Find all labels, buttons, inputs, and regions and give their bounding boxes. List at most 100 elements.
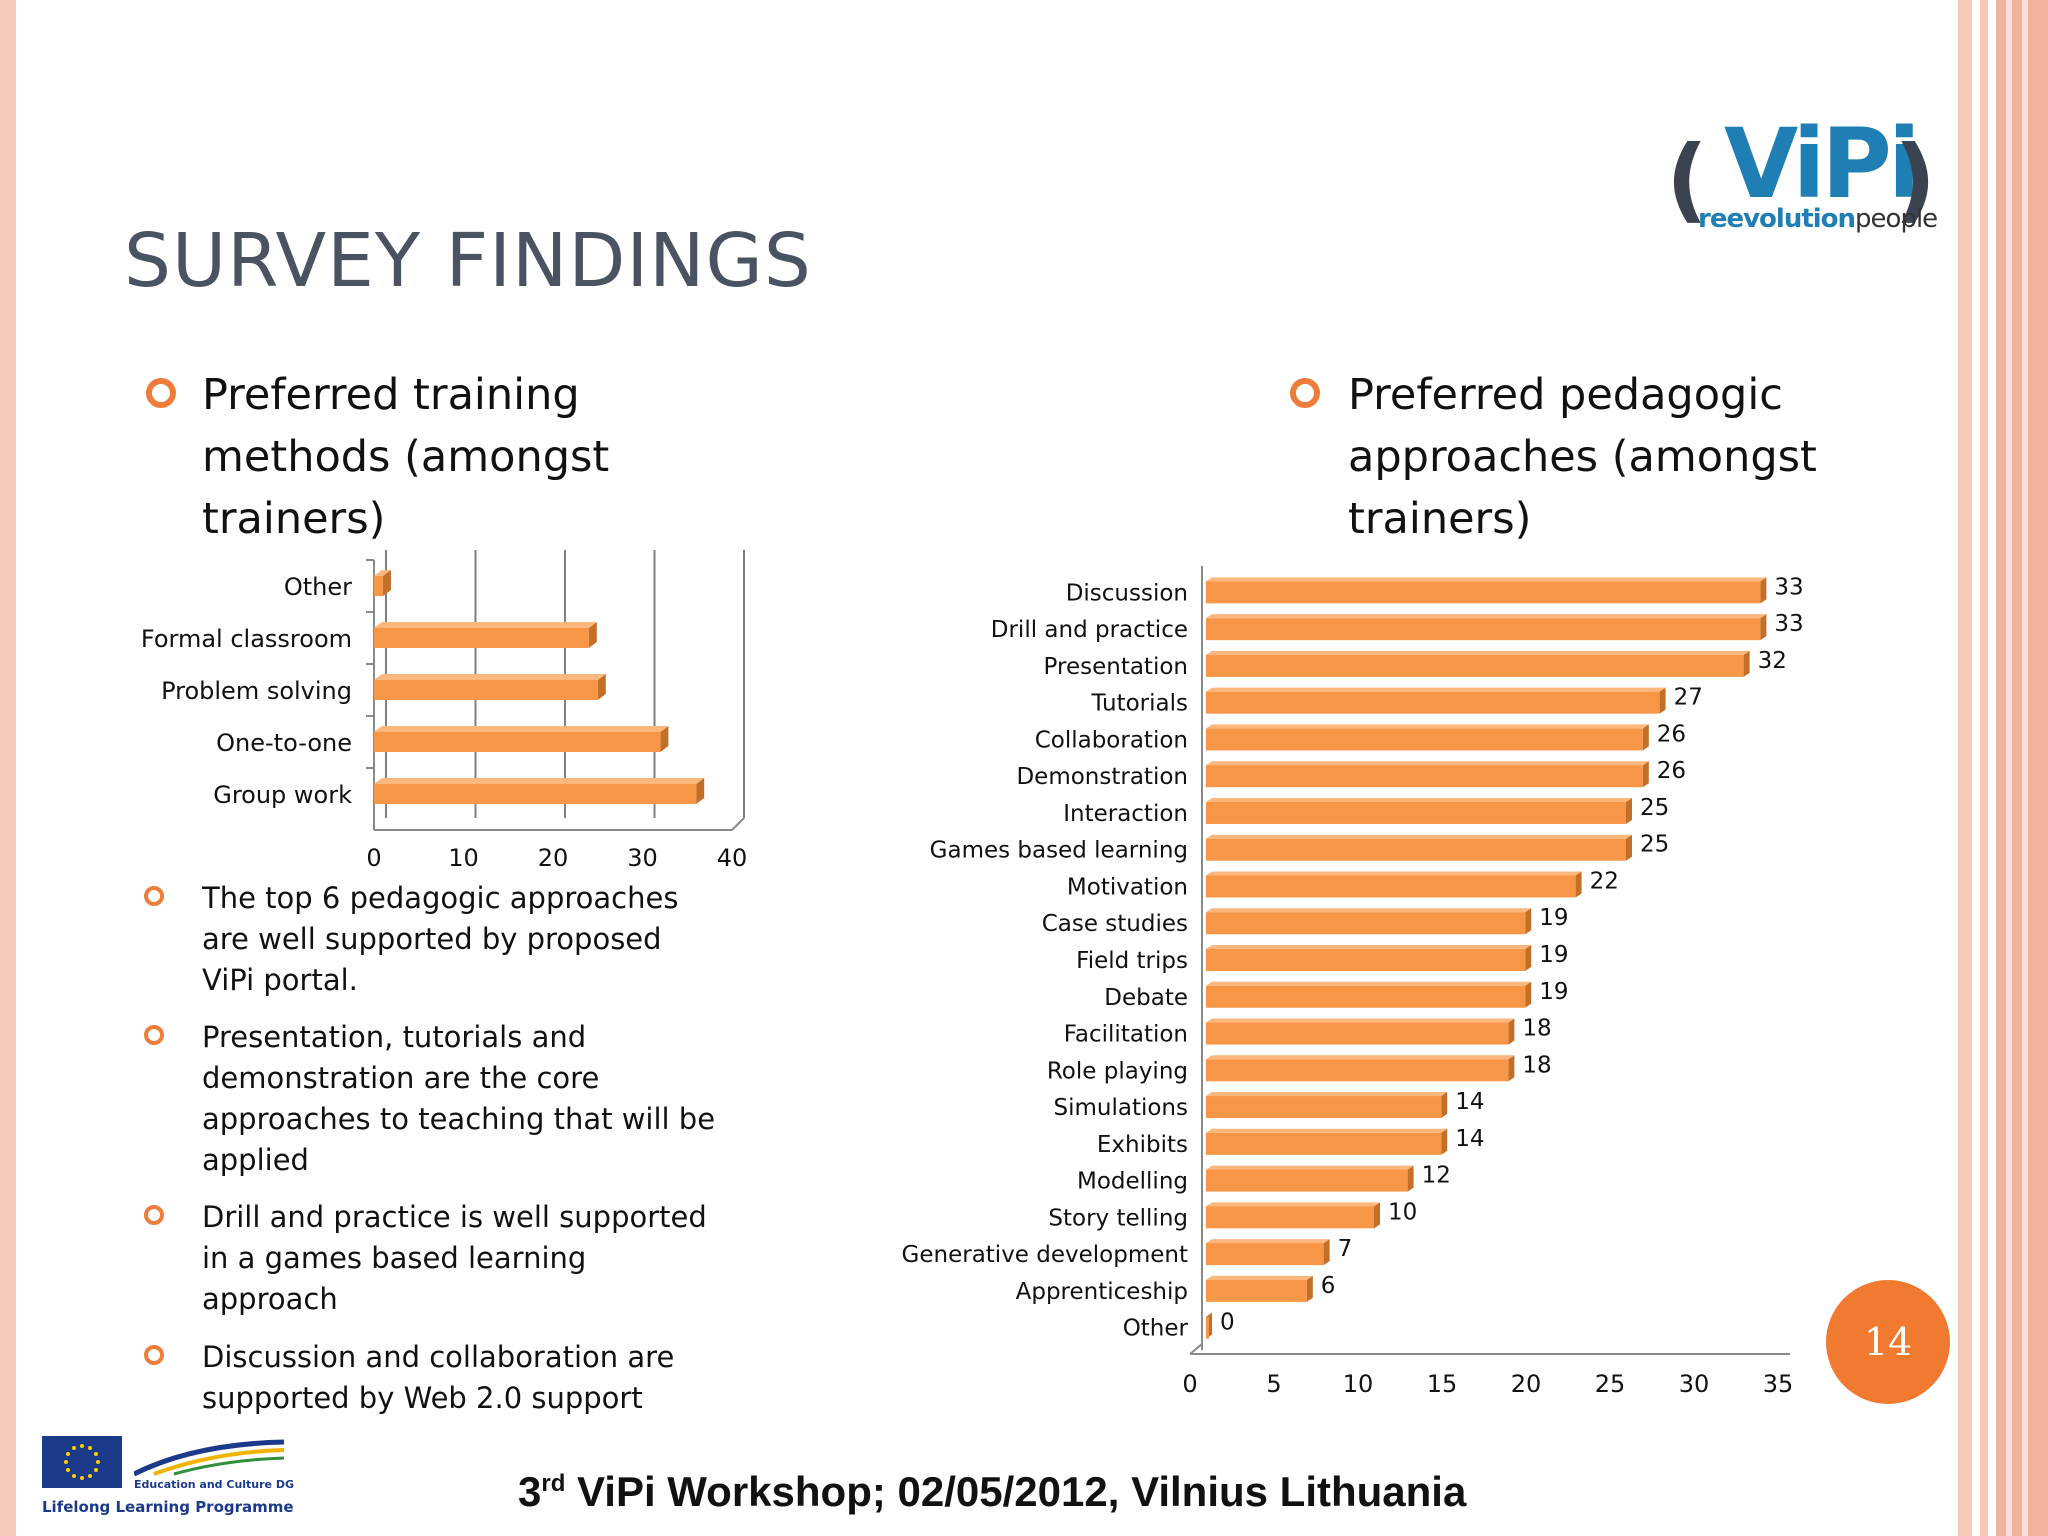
right-border-stripe-2 — [1980, 0, 1988, 1536]
bar-side — [1659, 687, 1666, 714]
bar-top — [374, 622, 597, 628]
right-border-highlight-2 — [2022, 0, 2028, 1536]
bar-side — [1626, 797, 1632, 824]
bar-side — [1642, 724, 1649, 751]
bar-side — [1441, 1092, 1448, 1119]
data-label: 14 — [1455, 1126, 1484, 1152]
llp-swoosh-icon — [134, 1439, 284, 1477]
bar-top — [374, 778, 705, 784]
bar-top — [1206, 945, 1532, 949]
data-label: 6 — [1321, 1273, 1336, 1299]
bar-top — [1206, 1202, 1380, 1207]
bar — [374, 628, 589, 648]
x-tick-label: 15 — [1427, 1370, 1458, 1398]
bar — [1206, 838, 1626, 861]
eu-stars-icon — [64, 1444, 100, 1480]
bar-side — [660, 726, 669, 752]
bullet-line: Discussion and collaboration are — [202, 1340, 675, 1374]
eu-programme-label: Lifelong Learning Programme — [42, 1498, 294, 1516]
bar-top — [1206, 650, 1750, 655]
bar-side — [1626, 834, 1632, 861]
bullet-line: demonstration are the core — [202, 1061, 600, 1095]
bar — [374, 732, 661, 752]
bar-side — [1441, 1128, 1448, 1155]
bar — [1206, 618, 1761, 641]
bar-top — [1206, 908, 1532, 913]
floor-edge — [1189, 1343, 1203, 1355]
data-label: 18 — [1522, 1016, 1551, 1042]
data-label: 25 — [1640, 795, 1669, 821]
bar — [374, 680, 598, 700]
training-methods-chart: Other Formal classroom Problem solving One-… — [141, 550, 748, 872]
bar — [1206, 949, 1526, 971]
category-label: Presentation — [1044, 654, 1188, 680]
bar-top — [374, 570, 391, 576]
bullet-line: in a games based learning — [202, 1241, 587, 1275]
x-tick-label: 10 — [1343, 1370, 1374, 1398]
bullet-text-1: The top 6 pedagogic approaches are well … — [202, 878, 722, 1001]
bar-top — [374, 726, 669, 732]
bar — [1206, 801, 1626, 824]
bar — [374, 576, 383, 596]
bar — [374, 784, 697, 804]
page-number: 14 — [1826, 1280, 1950, 1404]
bar-side — [1525, 981, 1532, 1008]
bullet-line: Presentation, tutorials and — [202, 1020, 587, 1054]
x-tick-label: 25 — [1595, 1370, 1626, 1398]
x-tick-label: 5 — [1266, 1370, 1281, 1398]
bullet-line: applied — [202, 1143, 309, 1177]
left-border — [0, 0, 16, 1536]
x-tick-label: 20 — [538, 844, 569, 872]
bar-side — [1525, 908, 1532, 935]
right-heading-line: trainers) — [1348, 494, 1532, 544]
x-tick-label: 10 — [448, 844, 479, 872]
data-label: 0 — [1220, 1310, 1235, 1336]
bar — [1206, 1279, 1307, 1302]
right-heading-line: approaches (amongst — [1348, 432, 1817, 482]
bar — [1206, 691, 1660, 714]
category-label: Other — [284, 573, 352, 601]
data-label: 19 — [1539, 942, 1568, 968]
bar-side — [1642, 761, 1649, 788]
logo-tagline-highlight: reevolution — [1698, 204, 1856, 234]
bar-top — [1206, 1092, 1448, 1097]
bar — [1206, 1059, 1509, 1082]
logo-right-bracket-icon: ) — [1894, 126, 1937, 233]
bullet-text-3: Drill and practice is well supported in … — [202, 1197, 762, 1320]
vipi-logo: ( ViPi ) reevolutionpeople — [1664, 108, 1944, 238]
bullet-line: The top 6 pedagogic approaches — [202, 881, 679, 915]
category-label: Generative development — [902, 1242, 1188, 1268]
category-label: Exhibits — [1097, 1132, 1188, 1158]
bar-side — [1508, 1018, 1515, 1045]
bullet-icon — [1290, 378, 1320, 408]
left-heading-line: trainers) — [202, 494, 386, 544]
bullet-line: ViPi portal. — [202, 963, 358, 997]
slide-title: SURVEY FINDINGS — [124, 218, 812, 304]
bullet-icon — [146, 378, 176, 408]
x-tick-label: 20 — [1511, 1370, 1542, 1398]
bar-side — [1407, 1165, 1414, 1192]
bar — [1206, 765, 1643, 788]
bullet-text-4: Discussion and collaboration are support… — [202, 1337, 762, 1419]
bullet-line: are well supported by proposed — [202, 922, 662, 956]
bullet-icon — [144, 1205, 164, 1225]
footer: 3rd ViPi Workshop; 02/05/2012, Vilnius L… — [518, 1468, 1466, 1516]
left-heading: Preferred training methods (amongst trai… — [202, 364, 609, 550]
right-heading-line: Preferred pedagogic — [1348, 370, 1783, 420]
x-tick-label: 40 — [717, 844, 748, 872]
bar-top — [1206, 1018, 1515, 1023]
bar-side — [1508, 1055, 1515, 1082]
bar-top — [1206, 1239, 1330, 1244]
bullet-text-2: Presentation, tutorials and demonstratio… — [202, 1017, 762, 1181]
eu-dg-label: Education and Culture DG — [134, 1478, 295, 1491]
category-label: Debate — [1104, 985, 1188, 1011]
category-label: Demonstration — [1016, 764, 1188, 790]
data-label: 33 — [1774, 574, 1803, 600]
bar-top — [1206, 1275, 1313, 1280]
category-label: Tutorials — [1090, 691, 1188, 717]
data-label: 10 — [1388, 1199, 1417, 1225]
category-label: Role playing — [1047, 1058, 1188, 1084]
footer-text: ViPi Workshop; 02/05/2012, Vilnius Lithu… — [565, 1468, 1467, 1515]
bar-top — [1206, 797, 1632, 802]
bar-side — [1374, 1202, 1380, 1229]
